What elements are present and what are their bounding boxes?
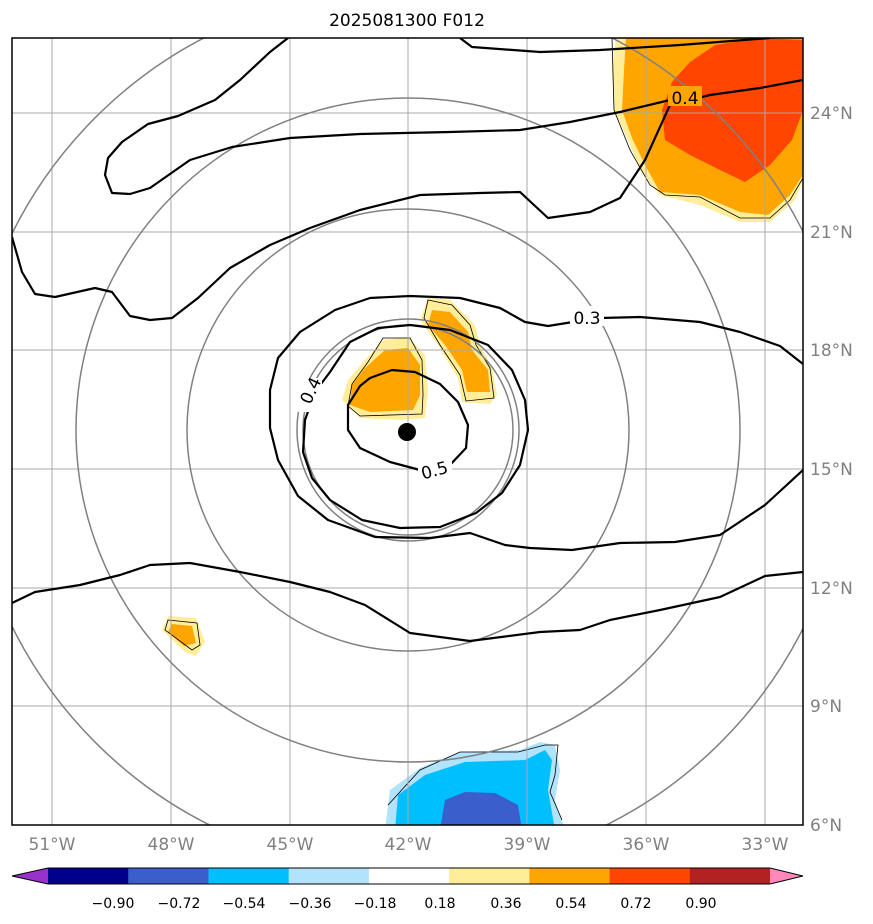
colorbar-segments [12, 868, 803, 884]
colorbar-tick-label: 0.36 [490, 896, 521, 912]
lat-label: 18°N [810, 341, 853, 361]
gridlines [12, 38, 803, 825]
colorbar-outline [11, 867, 804, 885]
colorbar-segment [689, 868, 771, 884]
contour-lines [12, 38, 803, 643]
lat-label: 21°N [810, 223, 853, 243]
lon-label: 48°W [148, 835, 195, 855]
colorbar-segment [529, 868, 611, 884]
colorbar-segment [208, 868, 290, 884]
colorbar-tick-label: −0.36 [289, 896, 332, 912]
colorbar-extend-max [770, 868, 803, 884]
contour-ne-upper [459, 38, 771, 54]
range-rings [12, 38, 803, 825]
range-ring-2 [296, 318, 520, 542]
contour-label-bg [570, 306, 604, 326]
fill-outline-layer [164, 38, 803, 821]
fill-s-royalblue [440, 792, 522, 825]
colorbar-tick-label: −0.90 [92, 896, 135, 912]
colorbar-tick-label: −0.18 [354, 896, 397, 912]
colorbar-tick-label: 0.54 [555, 896, 586, 912]
lon-axis: 51°W 48°W 45°W 42°W 39°W 36°W 33°W [29, 835, 789, 855]
colorbar-segment [368, 868, 450, 884]
outline-center-w [347, 337, 424, 417]
colorbar-segment [128, 868, 209, 884]
outline-sw [164, 619, 201, 651]
lon-label: 33°W [742, 835, 789, 855]
contour-05 [346, 368, 470, 472]
lat-label: 9°N [810, 697, 842, 717]
lon-label: 45°W [267, 835, 314, 855]
map-frame [11, 37, 804, 826]
lon-label: 39°W [504, 835, 551, 855]
lat-label: 6°N [810, 816, 842, 836]
colorbar-tick-label: −0.72 [158, 896, 201, 912]
colorbar-tick-label: 0.18 [424, 896, 455, 912]
map-area: 0.4 0.3 0.4 0.5 [12, 38, 803, 825]
fill-ne-red [662, 38, 803, 182]
lat-label: 24°N [810, 104, 853, 124]
colorbar-tick-label: 0.90 [685, 896, 716, 912]
contour-label-bg [298, 378, 322, 412]
contour-ne-04 [12, 78, 803, 322]
range-ring-3 [186, 208, 630, 652]
contour-label-layer: 0.4 0.3 0.4 0.5 [297, 86, 702, 484]
lat-label: 15°N [810, 460, 853, 480]
colorbar-ticks: −0.90 −0.72 −0.54 −0.36 −0.18 0.18 0.36 … [92, 896, 717, 912]
colorbar: −0.90 −0.72 −0.54 −0.36 −0.18 0.18 0.36 … [11, 867, 804, 912]
colorbar-segment [449, 868, 530, 884]
lat-axis: 24°N 21°N 18°N 15°N 12°N 9°N 6°N [810, 104, 853, 836]
fill-sw-orange [168, 624, 196, 646]
contour-04-inner [301, 323, 530, 530]
shaded-fill-layer [162, 38, 803, 825]
contour-label-0-3: 0.3 [573, 309, 600, 329]
colorbar-tick-label: 0.72 [620, 896, 651, 912]
colorbar-segment [609, 868, 691, 884]
contour-south [12, 561, 803, 643]
contour-label-0-4-ne: 0.4 [671, 89, 698, 109]
colorbar-extend-min [12, 868, 48, 884]
contour-label-bg [418, 458, 452, 478]
lat-label: 12°N [810, 579, 853, 599]
colorbar-segment [48, 868, 129, 884]
lon-label: 42°W [385, 835, 432, 855]
range-ring-4 [75, 97, 741, 763]
center-marker [398, 423, 416, 441]
contour-nw-loop [103, 38, 671, 196]
outline-ne [611, 38, 803, 219]
map-title: 2025081300 F012 [329, 11, 485, 31]
contour-label-bg [668, 86, 702, 106]
fill-center-w-orange [350, 348, 420, 412]
outline-center-e [423, 299, 495, 402]
outline-s [387, 744, 563, 821]
colorbar-tick-label: −0.54 [223, 896, 266, 912]
lon-label: 36°W [623, 835, 670, 855]
colorbar-segment [288, 868, 370, 884]
lon-label: 51°W [29, 835, 76, 855]
